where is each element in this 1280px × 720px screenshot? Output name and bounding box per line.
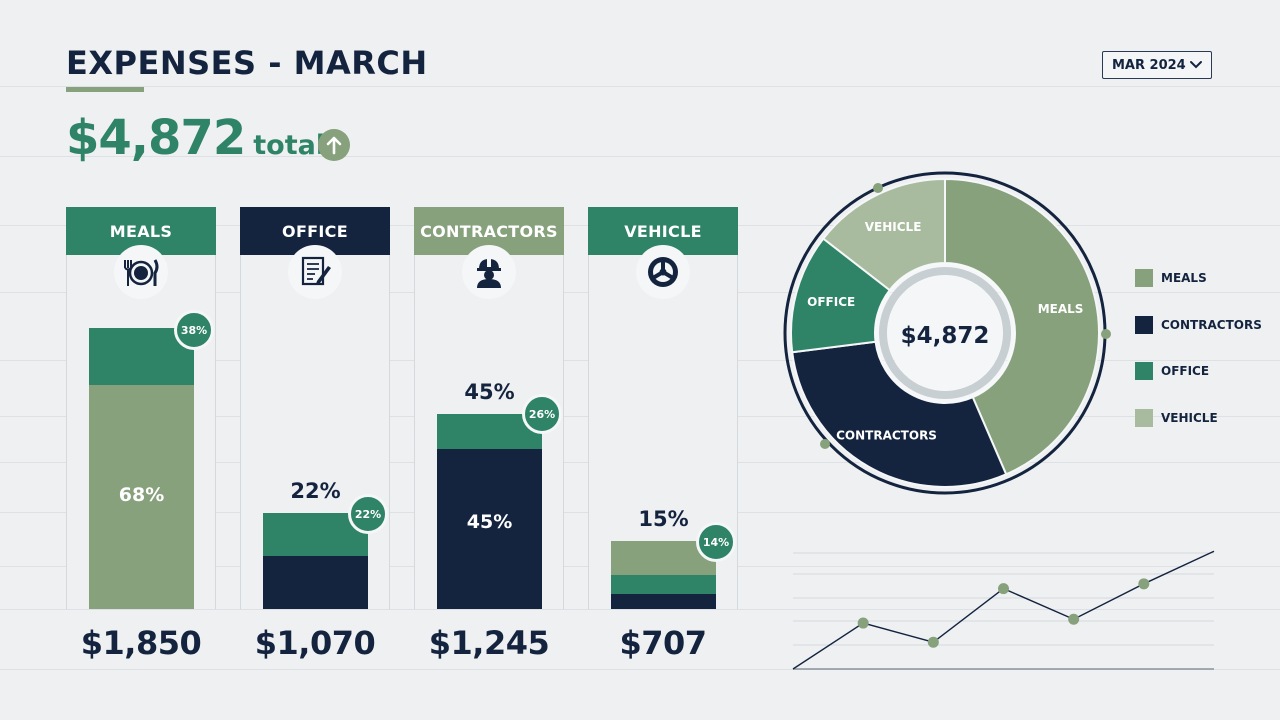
category-column-office: OFFICE 22% 22%: [240, 207, 390, 609]
trend-point: [1068, 613, 1080, 625]
chevron-down-icon: [1190, 61, 1202, 69]
donut-legend: MEALS CONTRACTORS OFFICE VEHICLE: [1135, 268, 1262, 455]
trend-point: [998, 583, 1009, 595]
legend-label: MEALS: [1161, 271, 1207, 285]
legend-swatch: [1135, 269, 1153, 287]
bar-segment: [437, 449, 542, 609]
vehicle-icon: [636, 245, 690, 299]
category-amount: $1,070: [254, 624, 376, 662]
total-summary: $4,872 total: [66, 110, 325, 166]
bar-segment: [611, 575, 716, 594]
legend-item: VEHICLE: [1135, 408, 1262, 428]
ring-marker-dot: [873, 183, 883, 193]
category-amount: $1,245: [428, 624, 550, 662]
title-underline: [66, 87, 144, 92]
trend-point: [927, 636, 939, 648]
bar-inner-label: 68%: [118, 484, 165, 506]
office-icon: [288, 245, 342, 299]
legend-label: CONTRACTORS: [1161, 317, 1262, 332]
donut-slice-meals: [944, 177, 1100, 476]
bar-inner-label: 45%: [466, 511, 513, 533]
donut-slice-label: MEALS: [1038, 302, 1084, 316]
gridline: [0, 156, 1280, 157]
share-badge: 38%: [174, 310, 214, 350]
donut-slice-label: VEHICLE: [865, 220, 922, 234]
share-badge: 14%: [696, 522, 736, 562]
donut-slice-label: OFFICE: [807, 295, 855, 309]
legend-swatch: [1135, 409, 1153, 428]
ring-marker-dot: [1101, 329, 1111, 339]
category-amount: $1,850: [80, 624, 202, 662]
category-amount: $707: [619, 624, 707, 662]
trend-point: [1138, 578, 1150, 590]
bar-top-label: 15%: [638, 507, 689, 531]
gridline: [0, 86, 1280, 87]
legend-item: OFFICE: [1135, 361, 1262, 381]
meals-icon: [114, 245, 168, 299]
total-label: total: [253, 130, 326, 161]
trend-point: [857, 617, 869, 629]
share-badge: 22%: [348, 494, 388, 534]
bar-top-label: 22%: [290, 479, 341, 503]
legend-swatch: [1135, 315, 1153, 334]
legend-swatch: [1135, 362, 1153, 381]
gridline: [0, 609, 1280, 610]
bar-segment: [263, 556, 368, 609]
donut-center-label: $4,872: [901, 323, 990, 349]
donut-slice-label: CONTRACTORS: [836, 428, 937, 442]
ring-marker-dot: [820, 439, 830, 449]
donut-slice-vehicle: [821, 177, 946, 292]
donut-hole: [888, 276, 1002, 390]
page-title: EXPENSES - MARCH: [66, 44, 428, 82]
legend-label: VEHICLE: [1161, 411, 1218, 426]
bar-segment: [89, 385, 194, 609]
category-column-meals: MEALS 68% 38%: [66, 207, 216, 609]
bar-top-label: 45%: [464, 380, 515, 404]
month-select-value: MAR 2024: [1112, 57, 1186, 73]
trend-line: [792, 550, 1215, 670]
legend-item: MEALS: [1135, 268, 1262, 288]
total-amount: $4,872: [66, 110, 246, 166]
gridline: [0, 669, 1280, 670]
category-column-vehicle: VEHICLE 15% 14%: [588, 207, 738, 609]
month-select[interactable]: MAR 2024: [1102, 51, 1212, 79]
arrow-up-icon: [318, 129, 350, 161]
donut-slice-contractors: [791, 340, 1008, 488]
contractor-icon: [462, 245, 516, 299]
category-column-contractors: CONTRACTORS 45% 45% 26%: [414, 207, 564, 609]
legend-item: CONTRACTORS: [1135, 315, 1262, 335]
share-badge: 26%: [522, 394, 562, 434]
donut-inner-ring: [879, 267, 1011, 399]
bar-segment: [611, 594, 716, 609]
legend-label: OFFICE: [1161, 364, 1210, 379]
